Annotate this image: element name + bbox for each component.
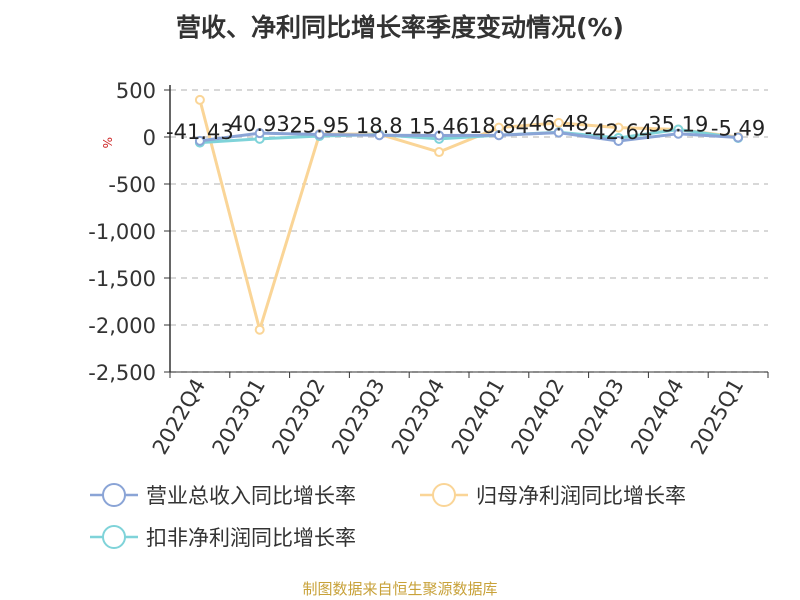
data-point [434,147,445,158]
data-point [194,94,205,105]
y-tick-label: -1,000 [88,220,156,244]
x-tick-label: 2025Q1 [686,375,748,459]
x-tick-label: 2024Q2 [507,375,569,459]
data-label: -42.64 [585,120,653,144]
data-point [613,136,624,147]
x-tick-label: 2023Q2 [267,375,329,459]
data-point [553,127,564,138]
series-line [199,127,739,145]
x-tick-label: 2023Q3 [327,375,389,459]
legend-line-circle-icon [90,483,138,507]
data-point [314,129,325,140]
data-point [254,324,265,335]
data-label: -41.43 [166,120,234,144]
series-lines [194,94,744,335]
y-tick-label: -500 [108,173,156,197]
data-label: 15.46 [409,115,469,139]
data-label: 25.95 [289,114,349,138]
data-point [493,130,504,141]
legend-label-parent-net-profit: 归母净利润同比增长率 [476,484,686,508]
y-tick-label: -2,000 [88,314,156,338]
data-label: -5.49 [711,117,765,141]
data-point [374,130,385,141]
data-label: 46.48 [529,112,589,136]
x-tick-label: 2024Q3 [566,375,628,459]
legend-item-deducted-net-profit[interactable]: 扣非净利润同比增长率 [90,522,356,552]
y-tick-label: -2,500 [88,361,156,385]
legend-label-revenue: 营业总收入同比增长率 [146,484,356,508]
data-point [553,117,564,128]
data-label: 40.93 [230,112,290,136]
y-tick-label: -1,500 [88,267,156,291]
y-tick-label: 0 [143,126,156,150]
data-point [434,130,445,141]
legend-line-circle-icon [420,483,468,507]
y-axis-label: % [100,137,114,148]
legend-item-parent-net-profit[interactable]: 归母净利润同比增长率 [420,480,686,510]
data-point [254,128,265,139]
series-line [199,131,739,143]
data-point [733,132,744,143]
legend-item-revenue[interactable]: 营业总收入同比增长率 [90,480,356,510]
source-note: 制图数据来自恒生聚源数据库 [302,580,498,598]
x-tick-label: 2024Q4 [626,375,688,459]
legend-line-circle-icon [90,525,138,549]
x-tick-label: 2023Q4 [387,374,449,458]
data-point [194,135,205,146]
series-line [198,99,739,332]
data-point [673,128,684,139]
x-tick-label: 2022Q4 [148,375,210,459]
y-tick-label: 500 [116,79,156,103]
x-tick-label: 2024Q1 [447,375,509,459]
x-tick-label: 2023Q1 [208,375,270,459]
data-label: 18.8 [356,114,403,138]
data-label: 18.84 [469,114,529,138]
data-label: 35.19 [648,113,708,137]
legend-label-deducted-net-profit: 扣非净利润同比增长率 [146,526,356,550]
data-point [613,122,624,133]
chart-title: 营收、净利同比增长率季度变动情况(%) [176,13,624,42]
